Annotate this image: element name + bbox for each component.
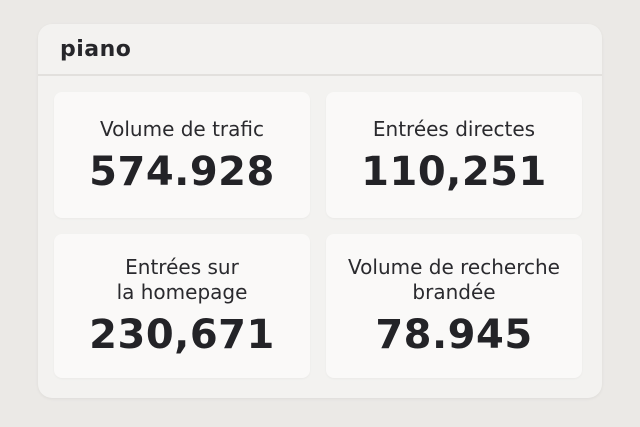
metric-value: 230,671 xyxy=(89,312,275,358)
panel-header: piano xyxy=(38,24,602,76)
metric-value: 110,251 xyxy=(361,148,547,195)
metric-value: 78.945 xyxy=(375,312,533,358)
dashboard-panel: piano Volume de trafic 574.928 Entrées d… xyxy=(38,24,602,398)
metric-label: Entrées sur la homepage xyxy=(116,255,248,304)
metric-value: 574.928 xyxy=(89,148,275,195)
metrics-grid: Volume de trafic 574.928 Entrées directe… xyxy=(54,92,586,382)
metric-label: Entrées directes xyxy=(372,116,536,141)
metric-card-traffic-volume: Volume de trafic 574.928 xyxy=(54,92,310,218)
metric-card-direct-entries: Entrées directes 110,251 xyxy=(326,92,582,218)
metric-card-homepage-entries: Entrées sur la homepage 230,671 xyxy=(54,234,310,378)
metric-label: Volume de trafic xyxy=(99,116,264,141)
piano-logo: piano xyxy=(60,36,132,62)
metric-card-branded-search-volume: Volume de recherche brandée 78.945 xyxy=(326,234,582,378)
metric-label: Volume de recherche brandée xyxy=(348,255,560,304)
